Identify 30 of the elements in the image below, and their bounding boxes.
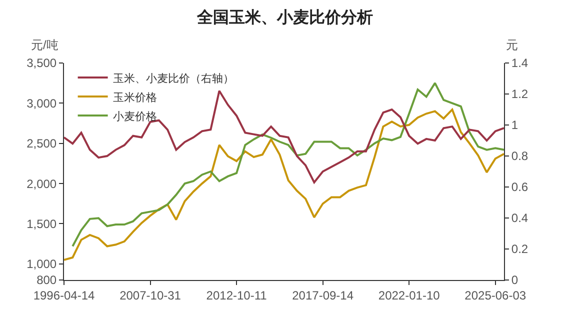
line-series xyxy=(64,108,504,261)
y-tick-label: 3,000 xyxy=(26,96,57,110)
y-tick-label: 2,000 xyxy=(26,176,57,191)
chart-title: 全国玉米、小麦比价分析 xyxy=(196,8,373,27)
y-tick-label: 1,000 xyxy=(26,257,57,272)
x-tick-label: 2017-09-14 xyxy=(292,288,354,302)
x-tick-label: 2022-01-10 xyxy=(378,288,440,302)
y-axis-title: 元/吨 xyxy=(31,38,58,52)
y2-tick-label: 0.2 xyxy=(511,242,528,256)
y-tick-label: 1,500 xyxy=(26,216,57,231)
y-tick-label: 3,500 xyxy=(26,56,57,70)
legend-label: 小麦价格 xyxy=(112,110,157,123)
legend-label: 玉米、小麦比价（右轴） xyxy=(112,72,234,85)
y2-tick-label: 0.8 xyxy=(511,149,528,164)
y2-tick-label: 1.4 xyxy=(511,56,528,70)
y2-tick-label: 0.6 xyxy=(511,180,528,194)
x-tick-label: 2012-10-11 xyxy=(206,288,268,302)
y2-axis-title: 元 xyxy=(506,38,518,52)
line-series xyxy=(64,90,504,184)
x-tick-label: 2007-10-31 xyxy=(120,288,182,302)
y2-tick-label: 1 xyxy=(511,118,518,132)
legend-label: 玉米价格 xyxy=(112,90,157,104)
y2-tick-label: 0 xyxy=(511,273,518,288)
y2-tick-label: 0.4 xyxy=(511,211,528,226)
y-tick-label: 2,500 xyxy=(26,136,57,151)
y2-tick-label: 1.2 xyxy=(511,87,528,102)
x-tick-label: 2025-06-03 xyxy=(464,288,526,302)
x-tick-label: 1996-04-14 xyxy=(33,288,96,302)
line-series xyxy=(72,82,504,248)
y-tick-label: 800 xyxy=(36,273,57,288)
